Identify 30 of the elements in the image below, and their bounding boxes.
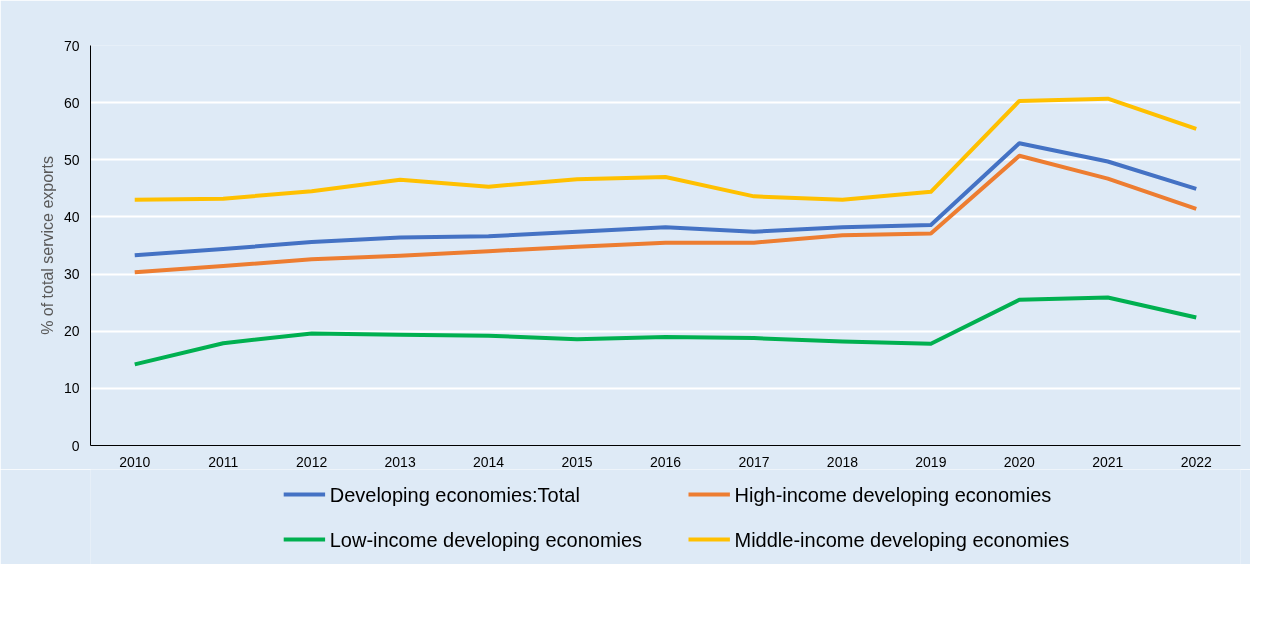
x-tick-label: 2019 — [915, 453, 947, 470]
x-tick-label: 2022 — [1180, 453, 1213, 470]
line-series — [132, 153, 1199, 275]
legend-label: Developing economies:Total — [329, 483, 580, 506]
y-tick-label: 20 — [63, 323, 80, 340]
y-tick-label: 50 — [63, 151, 80, 168]
x-tick-label: 2020 — [1003, 453, 1036, 470]
x-tick-label: 2014 — [473, 453, 505, 470]
x-tick-label: 2010 — [119, 453, 151, 470]
y-tick-label: 60 — [63, 94, 80, 111]
legend-label: Middle-income developing economies — [734, 528, 1070, 551]
x-tick-label: 2016 — [649, 453, 682, 470]
x-tick-label: 2017 — [738, 453, 770, 470]
legend-label: Low-income developing economies — [329, 528, 643, 551]
line-series — [132, 295, 1199, 367]
y-tick-label: 70 — [63, 37, 80, 54]
x-tick-label: 2015 — [561, 453, 593, 470]
legend-label: High-income developing economies — [734, 483, 1052, 506]
y-tick-label: 0 — [71, 437, 80, 454]
y-tick-label: 10 — [63, 380, 80, 397]
x-tick-label: 2021 — [1092, 453, 1124, 470]
x-tick-label: 2012 — [296, 453, 328, 470]
y-tick-label: 40 — [63, 208, 80, 225]
x-tick-label: 2011 — [208, 453, 239, 470]
y-tick-label: 30 — [63, 266, 80, 283]
y-axis-title: % of total service exports — [38, 156, 56, 335]
line-series — [132, 96, 1199, 202]
x-tick-label: 2013 — [384, 453, 416, 470]
x-tick-label: 2018 — [826, 453, 859, 470]
line-series — [132, 141, 1199, 258]
